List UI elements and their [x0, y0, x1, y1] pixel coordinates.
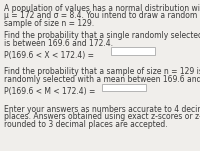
- Text: rounded to 3 decimal places are accepted.: rounded to 3 decimal places are accepted…: [4, 120, 168, 129]
- Text: randomly selected with a mean between 169.6 and 172.4.: randomly selected with a mean between 16…: [4, 75, 200, 84]
- Text: places. Answers obtained using exact z-scores or z-scores: places. Answers obtained using exact z-s…: [4, 112, 200, 122]
- Text: P(169.6 < X < 172.4) =: P(169.6 < X < 172.4) =: [4, 51, 94, 60]
- Text: Enter your answers as numbers accurate to 4 decimal: Enter your answers as numbers accurate t…: [4, 105, 200, 114]
- Bar: [102, 84, 146, 91]
- Text: Find the probability that a sample of size n = 129 is: Find the probability that a sample of si…: [4, 67, 200, 76]
- Text: μ = 172 and σ = 8.4. You intend to draw a random: μ = 172 and σ = 8.4. You intend to draw …: [4, 11, 197, 20]
- Text: sample of size n = 129.: sample of size n = 129.: [4, 19, 94, 28]
- Text: is between 169.6 and 172.4.: is between 169.6 and 172.4.: [4, 39, 113, 48]
- Text: A population of values has a normal distribution with: A population of values has a normal dist…: [4, 4, 200, 13]
- Bar: [111, 47, 155, 55]
- Text: P(169.6 < M < 172.4) =: P(169.6 < M < 172.4) =: [4, 87, 95, 96]
- Text: Find the probability that a single randomly selected value: Find the probability that a single rando…: [4, 31, 200, 40]
